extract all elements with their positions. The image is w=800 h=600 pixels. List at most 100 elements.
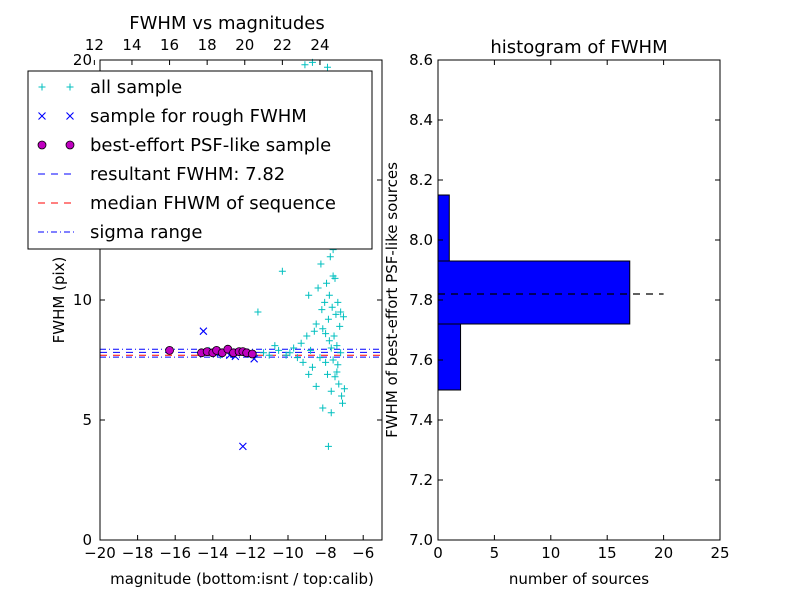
y-tick-label: 7.2 xyxy=(409,471,433,489)
all-sample-point xyxy=(312,320,320,328)
y-tick-label: 7.4 xyxy=(409,411,433,429)
all-sample-point xyxy=(312,382,320,390)
all-sample-point xyxy=(324,315,332,323)
rough-fwhm-point xyxy=(238,442,247,451)
legend-label: resultant FWHM: 7.82 xyxy=(90,164,285,185)
all-sample-point xyxy=(265,351,273,359)
x-tick-label: −6 xyxy=(352,544,374,562)
psf-like-point xyxy=(165,345,174,355)
x-tick-label: 5 xyxy=(490,544,500,562)
all-sample-point xyxy=(339,399,347,407)
legend-label: sample for rough FWHM xyxy=(90,106,307,127)
all-sample-point xyxy=(332,310,340,318)
all-sample-point xyxy=(323,370,331,378)
y-tick-label: 7.6 xyxy=(409,351,433,369)
x-tick-label: −12 xyxy=(235,544,267,562)
all-sample-point xyxy=(290,344,298,352)
histogram-bar xyxy=(437,194,450,262)
all-sample-point xyxy=(317,260,325,268)
legend-entry: resultant FWHM: 7.82 xyxy=(38,164,285,185)
all-sample-point xyxy=(329,272,337,280)
all-sample-point xyxy=(305,291,313,299)
top-tick-label: 22 xyxy=(273,36,292,54)
y-tick-label: 5 xyxy=(82,411,92,429)
all-sample-point xyxy=(316,354,324,362)
all-sample-point xyxy=(338,392,346,400)
histogram-bar xyxy=(437,260,631,325)
y-tick-label: 10 xyxy=(73,291,92,309)
all-sample-point xyxy=(336,322,344,330)
x-tick-label: −18 xyxy=(122,544,154,562)
legend-entry: best-effort PSF-like sample xyxy=(37,135,331,156)
x-tick-label: 15 xyxy=(598,544,617,562)
legend-label: median FHWM of sequence xyxy=(90,193,336,214)
all-sample-point xyxy=(329,356,337,364)
all-sample-point xyxy=(275,346,283,354)
scatter-y-label: FWHM (pix) xyxy=(50,257,68,344)
top-tick-label: 24 xyxy=(310,36,329,54)
histogram-title: histogram of FWHM xyxy=(490,37,667,58)
y-tick-label: 0 xyxy=(82,531,92,549)
histogram-panel: 0 5 10 15 20 25 7.0 7.2 7.4 7.6 7.8 8.0 8.2 8.4 8.6 hi… xyxy=(383,37,730,588)
all-sample-point xyxy=(319,325,327,333)
all-sample-point xyxy=(327,409,335,417)
all-sample-point xyxy=(310,327,318,335)
all-sample-point xyxy=(323,279,331,287)
histogram-axis-ticks: 0 5 10 15 20 25 7.0 7.2 7.4 7.6 7.8 8.0 8.2 8.4 8.6 xyxy=(409,51,729,562)
legend-label: all sample xyxy=(90,77,182,98)
y-tick-label: 20 xyxy=(73,51,92,69)
x-tick-label: −10 xyxy=(272,544,304,562)
reference-lines xyxy=(100,348,382,358)
top-tick-label: 20 xyxy=(235,36,254,54)
legend-items: all sample sample for rough FWHM best-effo… xyxy=(37,77,336,243)
all-sample-point xyxy=(334,298,342,306)
y-tick-label: 8.4 xyxy=(409,111,433,129)
scatter-x-label: magnitude (bottom:isnt / top:calib) xyxy=(110,570,374,588)
top-tick-label: 12 xyxy=(85,36,104,54)
all-sample-point xyxy=(340,385,348,393)
x-tick-label: 25 xyxy=(710,544,729,562)
all-sample-point xyxy=(333,342,341,350)
all-sample-point xyxy=(322,330,330,338)
all-sample-point xyxy=(303,332,311,340)
all-sample-point xyxy=(314,284,322,292)
legend-marker-swatch xyxy=(38,112,46,120)
all-sample-point xyxy=(271,342,279,350)
scatter-points xyxy=(165,58,348,451)
legend-marker-swatch xyxy=(37,140,47,150)
all-sample-point xyxy=(278,267,286,275)
all-sample-point xyxy=(334,361,342,369)
y-tick-label: 8.6 xyxy=(409,51,433,69)
all-sample-point xyxy=(335,380,343,388)
legend-entry: sigma range xyxy=(38,222,202,243)
scatter-title: FWHM vs magnitudes xyxy=(129,13,324,34)
legend-marker-swatch xyxy=(38,83,46,91)
y-tick-label: 7.8 xyxy=(409,291,433,309)
all-sample-point xyxy=(323,63,331,71)
all-sample-point xyxy=(322,358,330,366)
all-sample-point xyxy=(330,332,338,340)
all-sample-point xyxy=(319,404,327,412)
all-sample-point xyxy=(327,387,335,395)
x-tick-label: 10 xyxy=(541,544,560,562)
y-tick-label: 8.0 xyxy=(409,231,433,249)
histogram-y-label: FWHM of best-effort PSF-like sources xyxy=(383,162,401,438)
all-sample-point xyxy=(301,61,309,69)
legend-label: sigma range xyxy=(90,222,202,243)
all-sample-point xyxy=(321,298,329,306)
x-tick-label: −16 xyxy=(159,544,191,562)
x-tick-label: −8 xyxy=(315,544,337,562)
all-sample-point xyxy=(282,351,290,359)
legend-entry: median FHWM of sequence xyxy=(38,193,336,214)
all-sample-point xyxy=(331,373,339,381)
top-tick-label: 16 xyxy=(160,36,179,54)
top-tick-label: 14 xyxy=(122,36,141,54)
x-tick-label: −14 xyxy=(197,544,229,562)
rough-fwhm-point xyxy=(199,327,208,336)
legend-marker-swatch xyxy=(66,83,74,91)
histogram-bars xyxy=(437,194,631,391)
legend-entry: all sample xyxy=(38,77,182,98)
all-sample-point xyxy=(339,313,347,321)
y-tick-label: 7.0 xyxy=(409,531,433,549)
